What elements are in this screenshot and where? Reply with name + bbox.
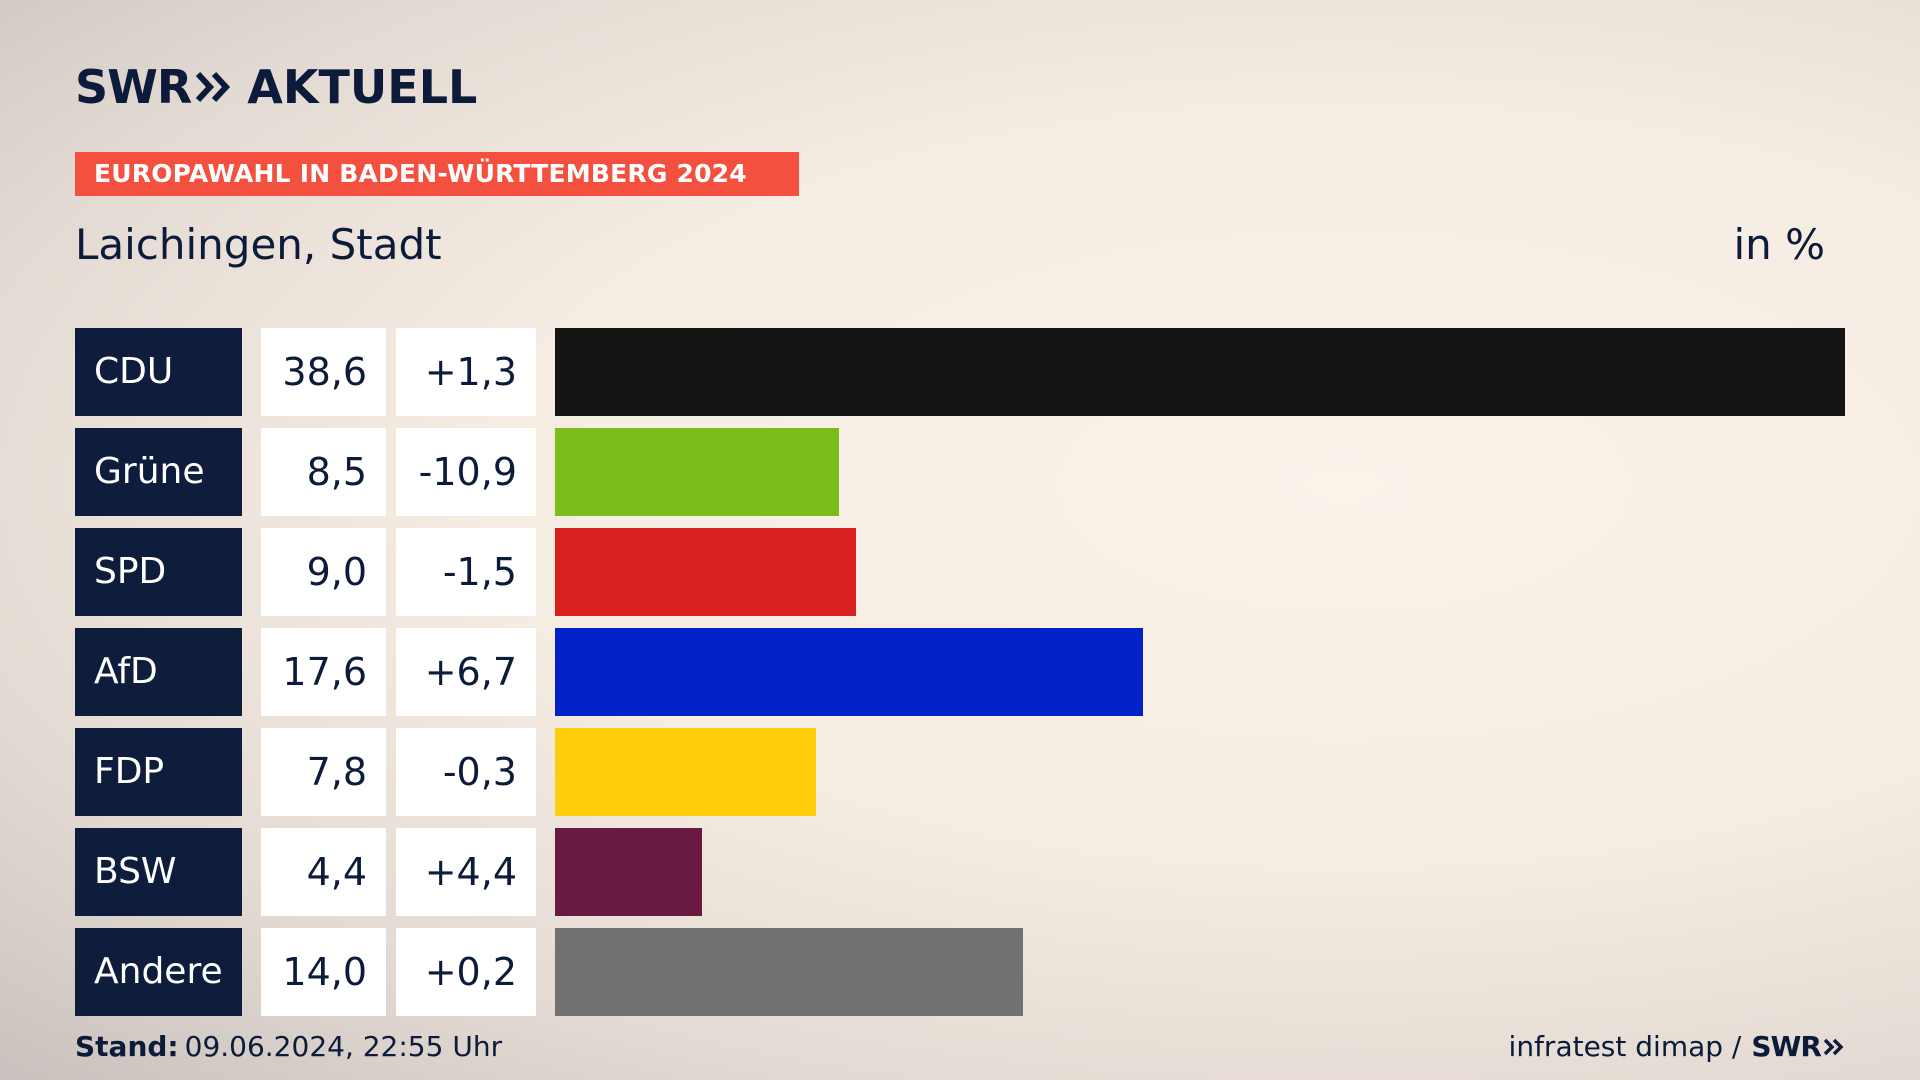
vote-share-value: 8,5 <box>261 428 386 516</box>
vote-share-value: 14,0 <box>261 928 386 1016</box>
change-value: -1,5 <box>396 528 536 616</box>
change-value: -10,9 <box>396 428 536 516</box>
bar-row: SPD 9,0 -1,5 <box>75 528 1845 616</box>
stand-value: 09.06.2024, 22:55 Uhr <box>184 1030 503 1063</box>
bar-track <box>555 928 1845 1016</box>
vote-share-value: 38,6 <box>261 328 386 416</box>
bar <box>555 728 816 816</box>
swr-aktuell-logo: SWR AKTUELL <box>75 64 477 110</box>
unit-label: in % <box>1733 220 1825 269</box>
small-double-chevron-icon <box>1823 1038 1844 1056</box>
bar <box>555 928 1023 1016</box>
logo-swr-text: SWR <box>75 60 192 114</box>
bar-row: CDU 38,6 +1,3 <box>75 328 1845 416</box>
party-label: CDU <box>75 328 242 416</box>
bar-row: AfD 17,6 +6,7 <box>75 628 1845 716</box>
bar <box>555 528 856 616</box>
stand-label: Stand: <box>75 1030 179 1063</box>
results-bar-chart: CDU 38,6 +1,3 Grüne 8,5 -10,9 SPD 9,0 -1,5 AfD 17,… <box>75 328 1845 1016</box>
bar <box>555 828 702 916</box>
bar <box>555 428 839 516</box>
party-label: Grüne <box>75 428 242 516</box>
bar-row: FDP 7,8 -0,3 <box>75 728 1845 816</box>
bar <box>555 628 1143 716</box>
source-credit: infratest dimap / SWR <box>1509 1030 1845 1064</box>
change-value: +0,2 <box>396 928 536 1016</box>
bar-row: Andere 14,0 +0,2 <box>75 928 1845 1016</box>
source-text: infratest dimap / <box>1508 1030 1742 1063</box>
bar-track <box>555 728 1845 816</box>
logo-aktuell-text: AKTUELL <box>247 60 478 114</box>
vote-share-value: 9,0 <box>261 528 386 616</box>
party-label: Andere <box>75 928 242 1016</box>
bar-row: BSW 4,4 +4,4 <box>75 828 1845 916</box>
bar-track <box>555 528 1845 616</box>
double-chevron-icon <box>196 71 231 103</box>
change-value: +6,7 <box>396 628 536 716</box>
change-value: +4,4 <box>396 828 536 916</box>
vote-share-value: 4,4 <box>261 828 386 916</box>
bar <box>555 328 1845 416</box>
change-value: -0,3 <box>396 728 536 816</box>
party-label: AfD <box>75 628 242 716</box>
bar-track <box>555 828 1845 916</box>
location-title: Laichingen, Stadt <box>75 220 442 269</box>
bar-row: Grüne 8,5 -10,9 <box>75 428 1845 516</box>
vote-share-value: 17,6 <box>261 628 386 716</box>
party-label: BSW <box>75 828 242 916</box>
bar-track <box>555 328 1845 416</box>
bar-track <box>555 428 1845 516</box>
change-value: +1,3 <box>396 328 536 416</box>
source-swr-logo: SWR <box>1751 1030 1822 1063</box>
party-label: SPD <box>75 528 242 616</box>
election-banner: EUROPAWAHL IN BADEN-WÜRTTEMBERG 2024 <box>75 152 799 196</box>
vote-share-value: 7,8 <box>261 728 386 816</box>
timestamp: Stand: 09.06.2024, 22:55 Uhr <box>75 1030 502 1064</box>
bar-track <box>555 628 1845 716</box>
party-label: FDP <box>75 728 242 816</box>
